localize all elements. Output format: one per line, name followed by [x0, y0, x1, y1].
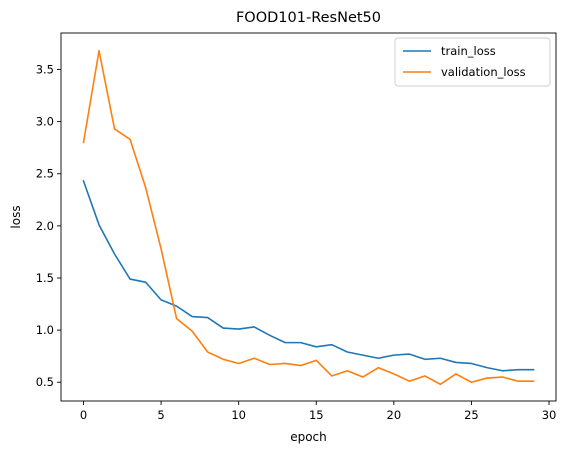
x-tick-label: 5 [157, 408, 164, 422]
x-tick-label: 10 [231, 408, 246, 422]
x-axis-label: epoch [290, 430, 327, 444]
x-tick-label: 20 [387, 408, 402, 422]
x-axis: 0 5 10 15 20 25 30 [80, 401, 557, 422]
series-line-train-loss [82, 180, 535, 372]
y-axis: 0.5 1.0 1.5 2.0 2.5 3.0 3.5 [36, 62, 61, 389]
x-tick-label: 30 [542, 408, 557, 422]
x-tick-label: 25 [464, 408, 479, 422]
y-tick-label: 3.5 [36, 62, 54, 76]
x-tick-label: 15 [309, 408, 324, 422]
y-tick-label: 1.0 [36, 323, 54, 337]
plot-frame [60, 32, 557, 402]
series-line-validation-loss [82, 49, 535, 386]
plot-area [60, 32, 557, 402]
y-tick-label: 2.5 [36, 167, 54, 181]
legend: train_loss validation_loss [394, 37, 551, 87]
y-axis-label: loss [9, 205, 23, 228]
legend-box [394, 37, 551, 87]
y-tick-label: 3.0 [36, 115, 54, 129]
legend-label-train-loss: train_loss [441, 44, 496, 58]
y-tick-label: 0.5 [36, 375, 54, 389]
legend-label-validation-loss: validation_loss [441, 65, 526, 79]
y-tick-label: 1.5 [36, 271, 54, 285]
chart-title: FOOD101-ResNet50 [236, 10, 381, 26]
x-tick-label: 0 [80, 408, 87, 422]
y-tick-label: 2.0 [36, 219, 54, 233]
